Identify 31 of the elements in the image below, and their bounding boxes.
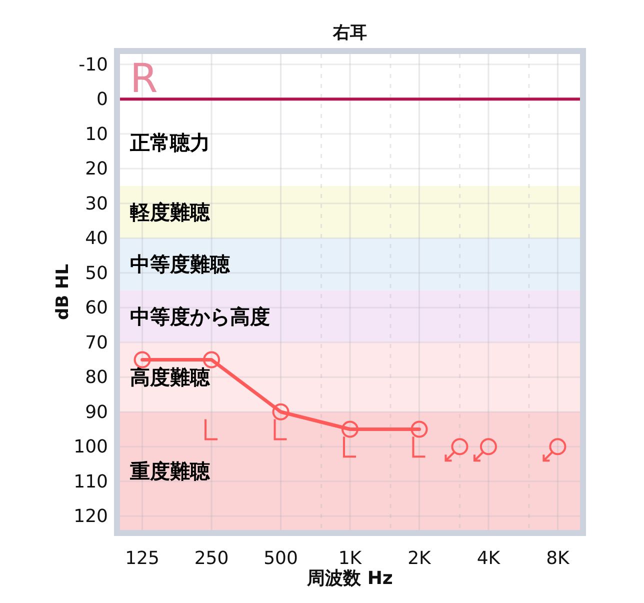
y-tick-label: -10 (78, 54, 108, 76)
y-axis-title: dB HL (53, 264, 73, 320)
x-axis-title: 周波数 Hz (306, 568, 393, 589)
y-tick-label: 100 (74, 436, 108, 458)
y-tick-label: 120 (74, 506, 108, 528)
y-tick-label: 90 (85, 402, 108, 423)
y-tick-label: 30 (85, 193, 108, 214)
y-tick-label: 40 (85, 228, 108, 250)
band-label: 高度難聴 (130, 365, 211, 390)
x-tick-label: 2K (408, 548, 432, 569)
chart-title: 右耳 (332, 23, 367, 43)
x-tick-label: 250 (194, 548, 229, 569)
y-tick-label: 0 (96, 89, 108, 110)
annotation: R (130, 56, 158, 102)
y-tick-label: 70 (85, 332, 108, 354)
x-tick-label: 500 (264, 548, 298, 569)
band-label: 重度難聴 (129, 458, 211, 483)
x-tick-label: 1K (338, 548, 363, 569)
x-tick-label: 8K (546, 548, 571, 569)
y-tick-label: 80 (85, 367, 108, 388)
band-label: 軽度難聴 (129, 200, 211, 224)
y-tick-label: 50 (85, 262, 108, 284)
band-label: 中等度難聴 (130, 252, 231, 276)
y-tick-label: 110 (74, 471, 108, 492)
x-tick-label: 4K (476, 548, 502, 569)
x-tick-label: 125 (125, 548, 160, 569)
band-label: 中等度から高度 (130, 304, 270, 328)
y-tick-label: 10 (85, 124, 108, 145)
y-tick-label: 20 (85, 158, 108, 180)
annotation: 正常聴力 (129, 130, 210, 155)
y-tick-label: 60 (85, 298, 108, 319)
